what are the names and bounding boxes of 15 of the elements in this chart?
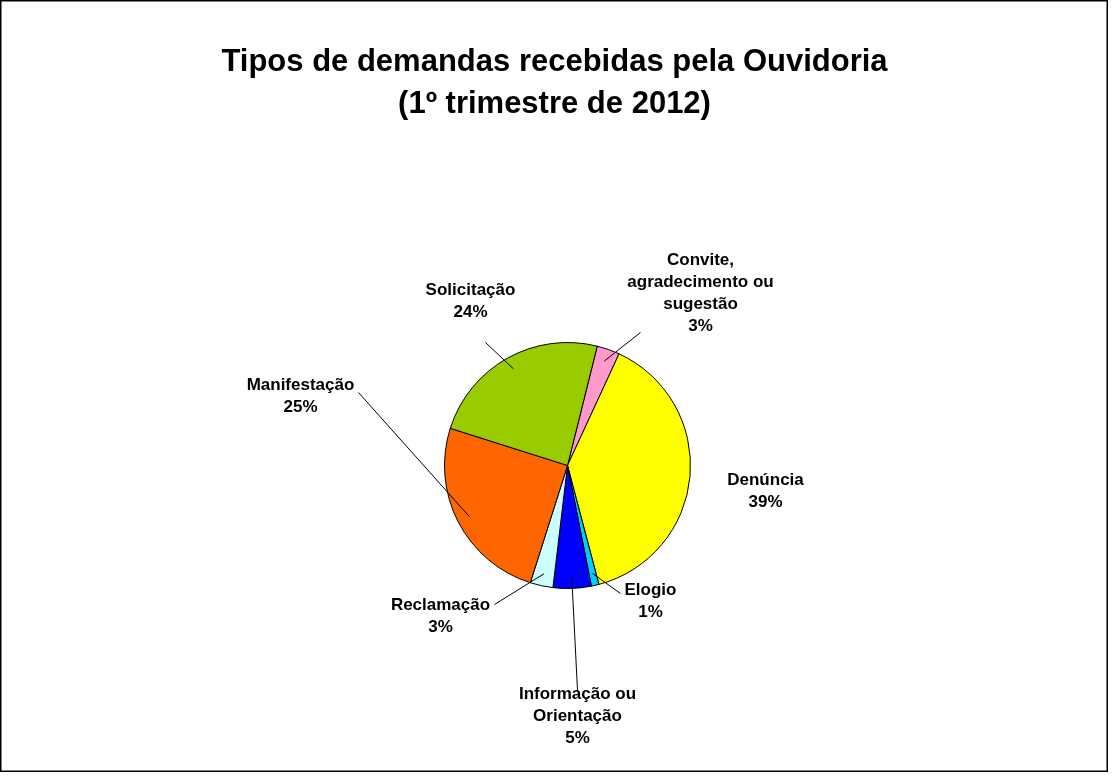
slice-label: Denúncia bbox=[727, 470, 805, 489]
slice-label: Solicitação bbox=[425, 280, 516, 299]
data-label: 39% bbox=[748, 492, 783, 511]
data-label: 3% bbox=[428, 617, 453, 636]
slice-label: Informação ou Orientação bbox=[518, 684, 637, 725]
data-label: 25% bbox=[283, 397, 318, 416]
chart-title: Tipos de demandas recebidas pela Ouvidoria (1º trimestre de 2012) bbox=[221, 43, 889, 120]
data-label: 5% bbox=[565, 728, 590, 747]
slice-label: Reclamação bbox=[390, 595, 491, 614]
slice-label: Elogio bbox=[624, 580, 677, 599]
data-label: 3% bbox=[688, 316, 713, 335]
slice-label: Manifestação bbox=[246, 375, 355, 394]
slice-label: Convite, agradecimento ou sugestão bbox=[627, 250, 774, 313]
data-label: 1% bbox=[638, 602, 663, 621]
data-label: 24% bbox=[453, 302, 488, 321]
